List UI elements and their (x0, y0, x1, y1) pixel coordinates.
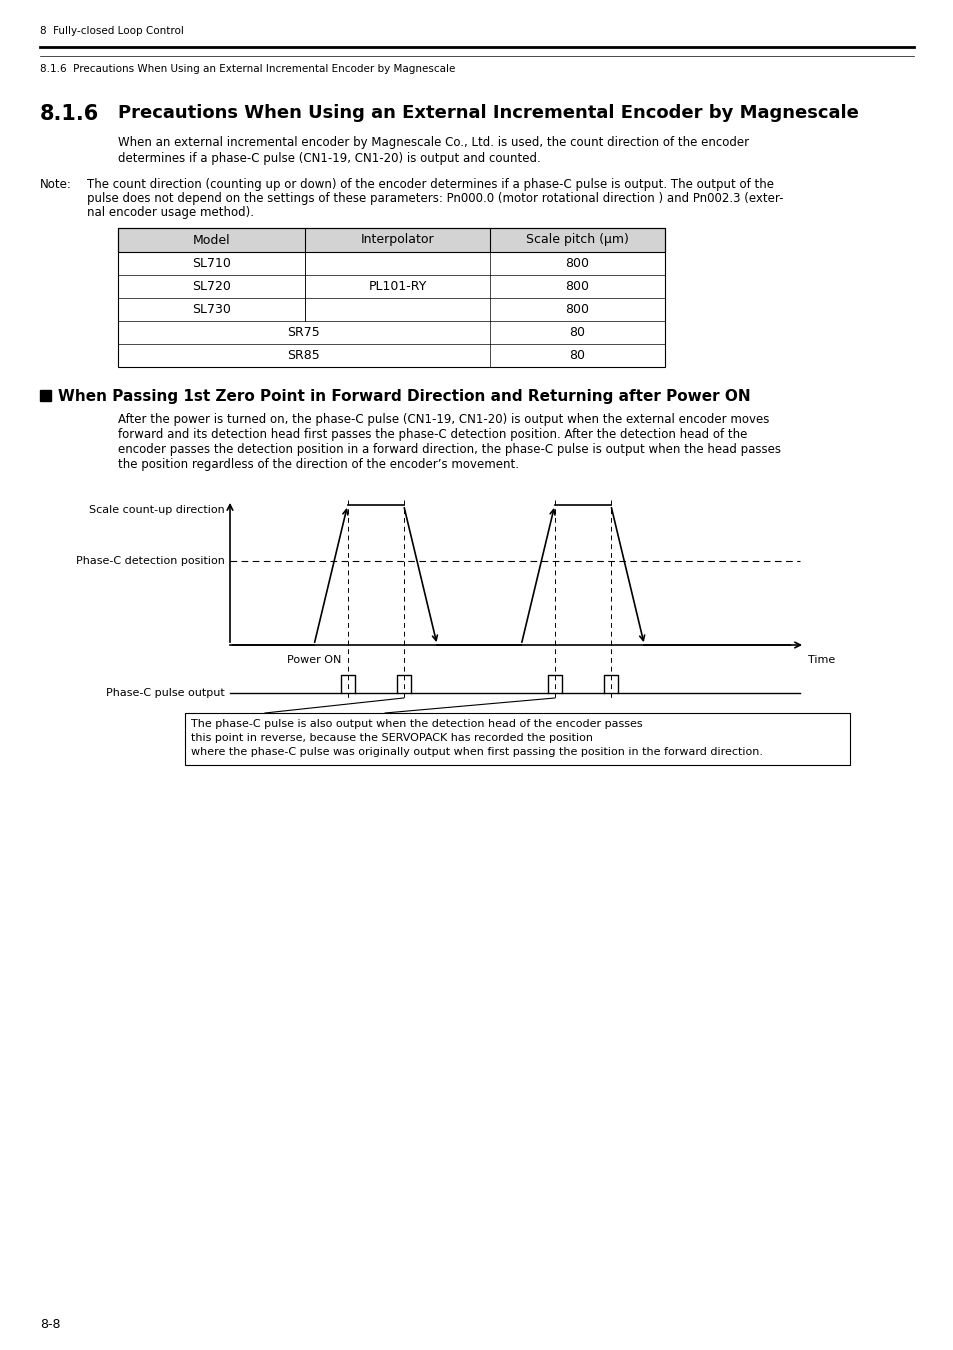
Text: 8  Fully-closed Loop Control: 8 Fully-closed Loop Control (40, 26, 184, 36)
Text: 8.1.6: 8.1.6 (40, 104, 99, 124)
Text: 8-8: 8-8 (40, 1318, 60, 1331)
Text: Scale pitch (μm): Scale pitch (μm) (525, 234, 628, 247)
Text: After the power is turned on, the phase-C pulse (CN1-19, CN1-20) is output when : After the power is turned on, the phase-… (118, 413, 768, 427)
Text: When an external incremental encoder by Magnescale Co., Ltd. is used, the count : When an external incremental encoder by … (118, 136, 748, 148)
Text: Phase-C detection position: Phase-C detection position (76, 556, 225, 566)
Text: 800: 800 (565, 302, 589, 316)
Text: SR75: SR75 (287, 325, 320, 339)
Bar (118, 228, 664, 367)
Text: encoder passes the detection position in a forward direction, the phase-C pulse : encoder passes the detection position in… (118, 443, 781, 456)
Text: 800: 800 (565, 256, 589, 270)
Text: SR85: SR85 (287, 350, 320, 362)
Text: forward and its detection head first passes the phase-C detection position. Afte: forward and its detection head first pas… (118, 428, 746, 441)
Text: Precautions When Using an External Incremental Encoder by Magnescale: Precautions When Using an External Incre… (118, 104, 858, 122)
Text: this point in reverse, because the SERVOPACK has recorded the position: this point in reverse, because the SERVO… (191, 733, 593, 743)
Text: 80: 80 (569, 350, 585, 362)
Text: Interpolator: Interpolator (360, 234, 434, 247)
Text: Model: Model (193, 234, 230, 247)
Text: The count direction (counting up or down) of the encoder determines if a phase-C: The count direction (counting up or down… (87, 178, 773, 190)
Text: nal encoder usage method).: nal encoder usage method). (87, 207, 253, 219)
Bar (40, 390, 51, 401)
Text: Note:: Note: (40, 178, 71, 190)
Text: Power ON: Power ON (287, 655, 341, 666)
Text: When Passing 1st Zero Point in Forward Direction and Returning after Power ON: When Passing 1st Zero Point in Forward D… (58, 389, 750, 404)
Text: The phase-C pulse is also output when the detection head of the encoder passes: The phase-C pulse is also output when th… (191, 720, 642, 729)
Text: 800: 800 (565, 279, 589, 293)
Text: PL101-RY: PL101-RY (368, 279, 426, 293)
Text: Time: Time (807, 655, 835, 666)
Bar (185, 713, 849, 765)
Text: pulse does not depend on the settings of these parameters: Pn000.0 (motor rotati: pulse does not depend on the settings of… (87, 192, 782, 205)
Text: SL710: SL710 (192, 256, 231, 270)
Text: determines if a phase-C pulse (CN1-19, CN1-20) is output and counted.: determines if a phase-C pulse (CN1-19, C… (118, 153, 540, 165)
Text: the position regardless of the direction of the encoder’s movement.: the position regardless of the direction… (118, 458, 518, 471)
Bar (118, 228, 664, 252)
Text: 8.1.6  Precautions When Using an External Incremental Encoder by Magnescale: 8.1.6 Precautions When Using an External… (40, 63, 455, 74)
Text: SL730: SL730 (192, 302, 231, 316)
Text: where the phase-C pulse was originally output when first passing the position in: where the phase-C pulse was originally o… (191, 747, 762, 757)
Text: Scale count-up direction: Scale count-up direction (90, 505, 225, 514)
Text: Phase-C pulse output: Phase-C pulse output (106, 688, 225, 698)
Text: 80: 80 (569, 325, 585, 339)
Text: SL720: SL720 (192, 279, 231, 293)
